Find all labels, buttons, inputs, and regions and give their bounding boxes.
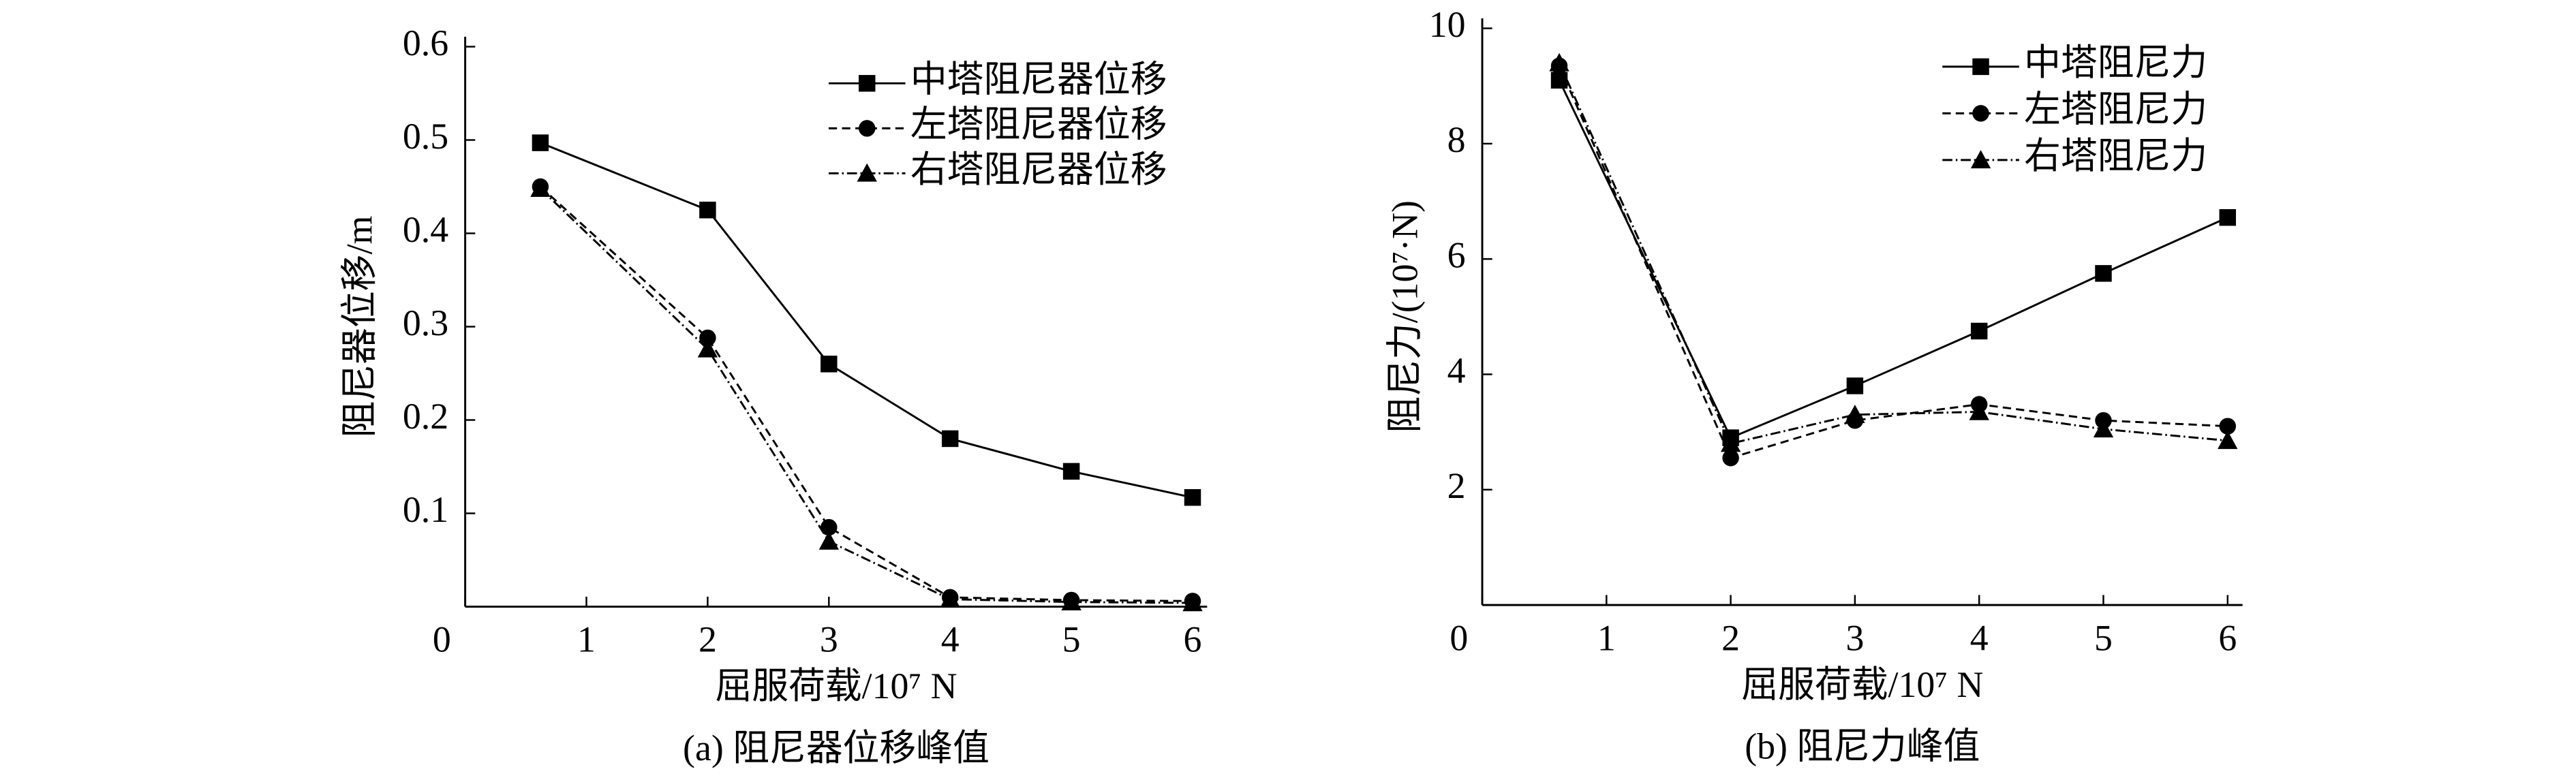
marker-triangle: [1845, 405, 1865, 423]
x-tick-label: 1: [1597, 617, 1616, 658]
legend-label: 中塔阻尼器位移: [910, 59, 1167, 100]
y-axis-label: 阻尼力/(10⁷·N): [1385, 200, 1426, 433]
caption: (b) 阻尼力峰值: [1745, 726, 1980, 766]
marker-square: [1970, 322, 1988, 340]
marker-triangle: [1970, 150, 1991, 169]
y-axis-label: 阻尼器位移/m: [339, 215, 380, 437]
marker-square: [532, 134, 549, 151]
y-tick-label: 0.6: [403, 22, 448, 63]
series-line: [539, 187, 1193, 604]
marker-square: [2095, 265, 2112, 282]
marker-square: [1972, 58, 1989, 76]
marker-triangle: [1720, 433, 1741, 452]
marker-triangle: [857, 163, 877, 182]
y-tick-label: 10: [1429, 4, 1466, 45]
y-tick-label: 0.1: [403, 489, 448, 530]
marker-square: [699, 202, 716, 219]
x-tick-label: 2: [699, 619, 717, 660]
marker-circle: [699, 329, 716, 347]
marker-square: [821, 356, 838, 373]
marker-square: [1846, 377, 1864, 394]
marker-circle: [2219, 418, 2237, 435]
caption: (a) 阻尼器位移峰值: [683, 728, 990, 768]
marker-triangle: [1969, 401, 1989, 420]
legend-label: 左塔阻尼力: [2024, 89, 2207, 130]
legend-label: 右塔阻尼力: [2024, 136, 2207, 176]
marker-triangle: [1061, 592, 1082, 610]
y-tick-label: 4: [1447, 350, 1466, 391]
legend-label: 左塔阻尼器位移: [910, 104, 1167, 145]
marker-circle: [1972, 105, 1989, 122]
series-line: [539, 185, 1193, 602]
marker-triangle: [1549, 52, 1569, 72]
x-tick-label: 5: [1062, 619, 1081, 660]
x-tick-label: 2: [1721, 617, 1740, 658]
marker-triangle: [2218, 431, 2238, 450]
x-tick-label: 5: [2094, 617, 2113, 658]
marker-square: [1184, 489, 1201, 506]
legend-label: 右塔阻尼器位移: [910, 149, 1167, 190]
marker-triangle: [697, 339, 718, 358]
series-line: [540, 142, 1193, 499]
marker-triangle: [818, 531, 839, 550]
x-tick-label: 4: [1970, 617, 1989, 658]
marker-square: [2219, 209, 2237, 226]
x-axis-label: 屈服荷载/10⁷ N: [1741, 664, 1983, 705]
series-line: [1558, 80, 2228, 439]
series-line: [1558, 62, 2228, 445]
marker-triangle: [1182, 593, 1203, 612]
marker-square: [859, 75, 876, 92]
marker-circle: [859, 120, 876, 137]
marker-circle: [1722, 450, 1739, 467]
y-tick-label: 8: [1447, 119, 1466, 160]
marker-square: [941, 430, 959, 448]
y-tick-label: 0.3: [403, 302, 448, 343]
x-axis-label: 屈服荷载/10⁷ N: [715, 666, 957, 706]
x-tick-label: 0: [1450, 617, 1468, 658]
legend-label: 中塔阻尼力: [2024, 42, 2207, 83]
marker-triangle: [2093, 419, 2114, 438]
y-tick-label: 6: [1447, 235, 1466, 276]
marker-triangle: [530, 178, 551, 197]
marker-triangle: [940, 589, 960, 608]
marker-circle: [821, 518, 838, 536]
x-tick-label: 1: [577, 619, 596, 660]
x-tick-label: 6: [1184, 619, 1202, 660]
y-tick-label: 0.4: [403, 209, 448, 250]
x-tick-label: 4: [941, 619, 960, 660]
y-tick-label: 0.2: [403, 396, 448, 437]
x-tick-label: 0: [433, 619, 451, 660]
x-tick-label: 6: [2218, 617, 2237, 658]
x-tick-label: 3: [1845, 617, 1864, 658]
y-tick-label: 2: [1447, 465, 1466, 506]
x-tick-label: 3: [820, 619, 838, 660]
marker-square: [1062, 463, 1080, 480]
y-tick-label: 0.5: [403, 116, 448, 157]
